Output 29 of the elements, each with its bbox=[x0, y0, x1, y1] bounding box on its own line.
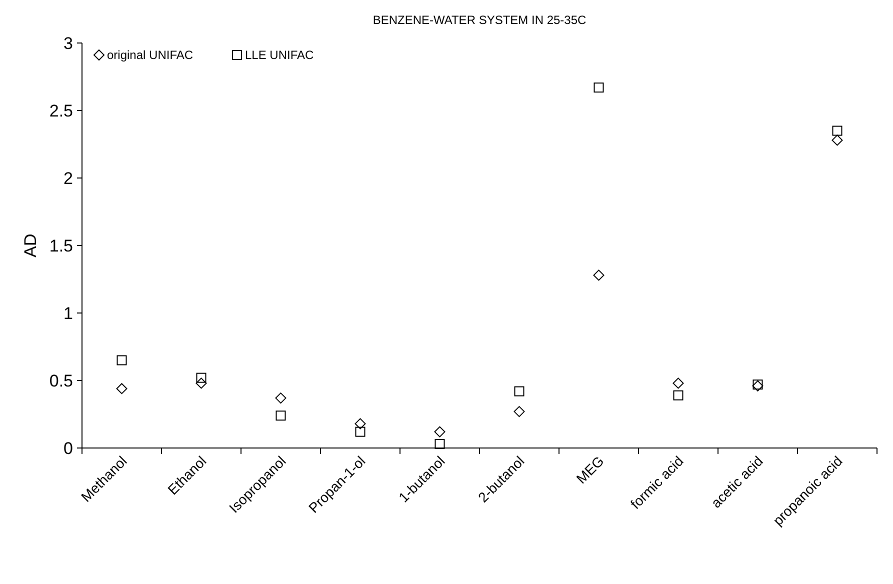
point bbox=[116, 383, 128, 394]
y-tick-label: 1 bbox=[64, 304, 73, 323]
point bbox=[672, 378, 684, 389]
point bbox=[276, 410, 286, 421]
point bbox=[196, 378, 207, 389]
point bbox=[594, 82, 604, 93]
legend-label: LLE UNIFAC bbox=[245, 48, 314, 62]
point bbox=[514, 406, 525, 418]
y-tick-label: 2 bbox=[64, 169, 73, 188]
legend-label: original UNIFAC bbox=[107, 48, 194, 62]
point bbox=[832, 126, 842, 136]
y-tick-label: 0 bbox=[64, 439, 73, 458]
point bbox=[196, 372, 206, 383]
y-tick-label: 3 bbox=[64, 34, 73, 53]
point bbox=[354, 418, 366, 430]
y-tick-label: 0.5 bbox=[49, 372, 73, 390]
point bbox=[275, 392, 286, 404]
point bbox=[434, 426, 446, 438]
point bbox=[832, 134, 843, 146]
y-tick-label: 2.5 bbox=[49, 102, 73, 120]
point bbox=[514, 386, 524, 396]
chart-title: BENZENE-WATER SYSTEM IN 25-35C bbox=[372, 13, 587, 27]
point bbox=[434, 438, 445, 449]
point bbox=[593, 270, 604, 281]
point bbox=[116, 355, 127, 366]
y-tick-label: 1.5 bbox=[49, 236, 73, 256]
point bbox=[355, 426, 366, 437]
point bbox=[673, 390, 684, 400]
y-axis-title: AD bbox=[21, 234, 40, 258]
